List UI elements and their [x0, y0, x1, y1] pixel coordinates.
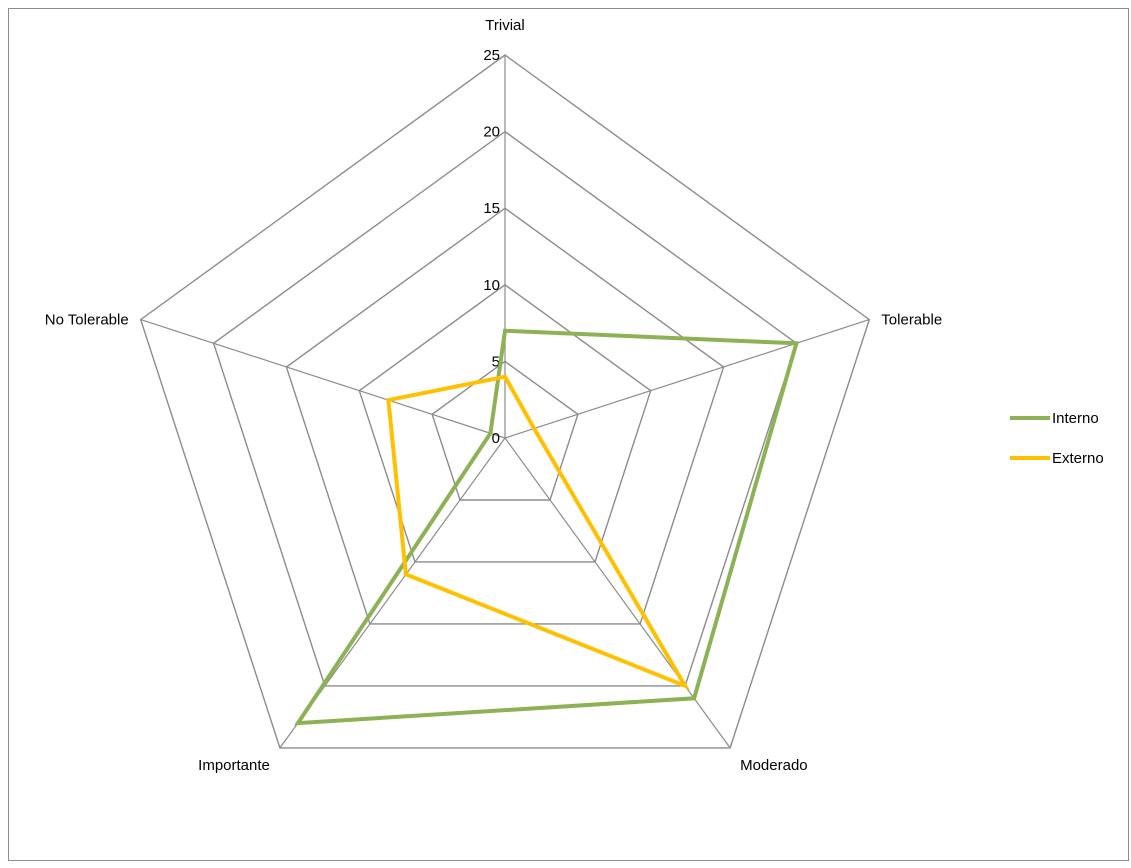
- grid-ring-5: [431, 360, 579, 501]
- grid-ring-20: [212, 130, 798, 687]
- tick-label: 25: [483, 47, 500, 64]
- category-label-moderado: Moderado: [740, 757, 808, 774]
- grid-ring-10: [358, 283, 652, 563]
- legend[interactable]: Interno Externo: [1010, 410, 1104, 467]
- legend-label-interno[interactable]: Interno: [1052, 410, 1099, 427]
- spoke-4: [140, 319, 506, 439]
- category-label-tolerable: Tolerable: [881, 312, 942, 329]
- chart-frame: [8, 8, 1129, 861]
- tick-label: 15: [483, 200, 500, 217]
- spoke-2: [504, 437, 731, 749]
- series-externo-line: [386, 374, 690, 690]
- axis-labels: Trivial Tolerable Moderado Importante No Tol…: [45, 17, 942, 774]
- category-label-trivial: Trivial: [485, 17, 524, 34]
- tick-label: 5: [492, 353, 500, 370]
- series-interno-line: [294, 328, 800, 726]
- tick-label: 20: [483, 124, 500, 141]
- tick-label: 10: [483, 277, 500, 294]
- series-layer: [294, 328, 800, 726]
- category-label-no-tolerable: No Tolerable: [45, 312, 129, 329]
- grid-ring-25: [139, 54, 871, 749]
- category-label-importante: Importante: [198, 757, 270, 774]
- grid-layer: [139, 54, 871, 749]
- tick-labels: 0 5 10 15 20 25: [483, 47, 500, 447]
- spoke-1: [504, 319, 870, 439]
- tick-label: 0: [492, 430, 500, 447]
- legend-label-externo[interactable]: Externo: [1052, 450, 1104, 467]
